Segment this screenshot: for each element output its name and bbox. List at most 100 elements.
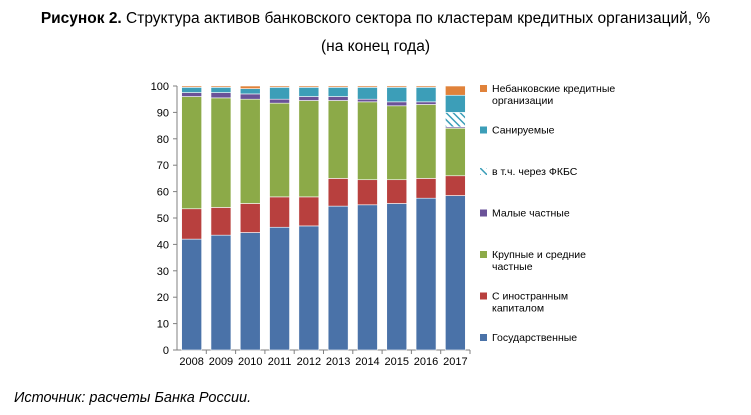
legend-swatch [480, 126, 487, 134]
bar-segment [298, 225, 320, 351]
y-tick-label: 90 [157, 107, 169, 119]
bar-segment [415, 104, 437, 179]
legend-swatch [480, 334, 487, 341]
legend-swatch [480, 251, 487, 258]
y-tick-label: 80 [157, 134, 169, 146]
bars [181, 85, 466, 351]
bar-segment [415, 101, 437, 105]
bar-segment [415, 85, 437, 88]
y-tick-label: 100 [151, 81, 169, 93]
legend-swatch [480, 209, 487, 217]
bar-segment [415, 197, 437, 351]
legend-swatch [480, 168, 487, 175]
bar-segment [327, 178, 349, 207]
legend-label: в т.ч. через ФКБС [492, 166, 578, 178]
y-tick-label: 0 [163, 345, 169, 357]
bar-segment [239, 93, 261, 100]
bar-segment [210, 97, 232, 208]
bar-segment [415, 87, 437, 103]
axes: 0 10 20 30 40 50 60 70 80 90 100 2008 2009 2010 2011 20… [151, 81, 471, 368]
y-tick-label: 40 [157, 239, 169, 251]
title-subtitle: (на конец года) [320, 38, 430, 55]
bar-segment [269, 196, 290, 228]
legend-label: Санируемые [492, 125, 555, 137]
bar-segment [357, 85, 378, 88]
y-tick-label: 30 [157, 266, 169, 278]
bar-segment [239, 85, 261, 89]
bar-segment [357, 179, 378, 206]
x-tick-label: 2012 [297, 356, 321, 368]
y-tick-label: 10 [157, 319, 169, 331]
bar-segment [386, 105, 408, 181]
bar-segment [181, 87, 202, 93]
legend-label: Государственные [492, 332, 577, 344]
bar-segment [386, 179, 408, 204]
figure-number: Рисунок 2. [40, 10, 122, 27]
legend-label: частные [492, 261, 533, 273]
bar-segment [298, 100, 320, 198]
bar-segment [357, 87, 378, 100]
legend-swatch [480, 85, 487, 92]
x-tick-label: 2017 [443, 356, 467, 368]
bar-segment [181, 208, 202, 240]
bar-segment [239, 232, 261, 351]
legend-label: Крупные и средние [492, 249, 586, 261]
bar-segment [298, 196, 320, 227]
bar-segment [415, 178, 437, 199]
bar-segment [327, 205, 349, 351]
bar-segment [386, 87, 408, 103]
legend-label: капиталом [492, 303, 544, 315]
bar-segment [210, 234, 232, 351]
legend-swatch [480, 292, 487, 300]
y-tick-label: 60 [157, 187, 169, 199]
x-tick-label: 2008 [179, 356, 203, 368]
bar-segment [327, 96, 349, 101]
y-tick-label: 50 [157, 213, 169, 225]
bar-segment [445, 112, 466, 128]
bar-segment [210, 85, 232, 88]
bar-segment [210, 92, 232, 99]
bar-segment [210, 207, 232, 236]
bar-segment [181, 92, 202, 97]
y-tick-label: 70 [157, 160, 169, 172]
y-tick-label: 20 [157, 292, 169, 304]
x-tick-label: 2011 [268, 356, 292, 368]
bar-segment [357, 98, 378, 103]
bar-segment [386, 203, 408, 351]
bar-segment [298, 87, 320, 97]
bar-segment [269, 87, 290, 100]
x-tick-label: 2013 [326, 356, 350, 368]
bar-segment [239, 203, 261, 233]
bar-segment [445, 127, 466, 177]
bar-segment [298, 96, 320, 101]
legend-label: организации [492, 95, 553, 107]
bar-segment [239, 88, 261, 95]
bar-segment [239, 98, 261, 204]
bar-segment [357, 101, 378, 181]
bar-segment [386, 85, 408, 88]
bar-segment [445, 175, 466, 196]
x-tick-label: 2009 [209, 356, 233, 368]
source-note: Источник: расчеты Банка России. [14, 390, 252, 406]
bar-segment [181, 96, 202, 210]
x-tick-label: 2016 [414, 356, 438, 368]
bar-segment [327, 85, 349, 88]
bar-segment [445, 85, 466, 96]
bar-segment [210, 87, 232, 93]
bar-segment [327, 100, 349, 179]
bar-segment [269, 102, 290, 198]
bar-segment [269, 98, 290, 104]
bar-segment [445, 94, 466, 113]
x-tick-label: 2010 [238, 356, 262, 368]
legend-label: С иностранным [492, 291, 568, 303]
bar-segment [181, 238, 202, 351]
bar-segment [357, 204, 378, 351]
x-tick-label: 2014 [355, 356, 379, 368]
legend-label: Небанковские кредитные [492, 83, 615, 95]
bar-segment [269, 226, 290, 351]
bar-segment [269, 85, 290, 88]
bar-segment [181, 85, 202, 88]
bar-segment [445, 195, 466, 351]
